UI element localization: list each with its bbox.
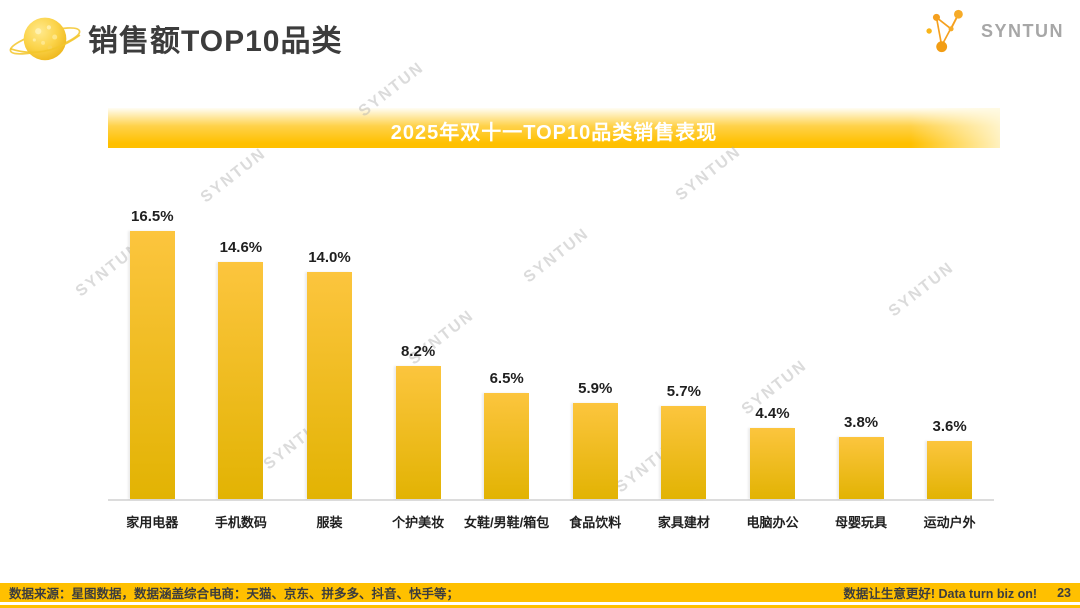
bar [838, 437, 884, 499]
bar [661, 406, 707, 499]
bar-column: 14.6% [197, 239, 286, 499]
bar-category-label: 电脑办公 [746, 515, 799, 530]
syntun-logo-text: SYNTUN [980, 20, 1064, 41]
bar-category-label: 家具建材 [657, 515, 710, 530]
bar-column: 5.7% [640, 383, 729, 499]
bar [218, 262, 264, 499]
bar-column: 16.5% [108, 208, 197, 499]
bar-column: 14.0% [285, 249, 374, 499]
bar-value-label: 16.5% [131, 208, 174, 225]
footer-right: 数据让生意更好! Data turn biz on! 23 [843, 583, 1071, 602]
bar-category-label: 服装 [316, 515, 343, 530]
bar [129, 231, 175, 499]
bar-value-label: 8.2% [400, 343, 436, 360]
chart-title: 2025年双十一TOP10品类销售表现 [390, 121, 718, 144]
bar-value-label: 3.6% [932, 418, 967, 435]
bar-category-label: 母婴玩具 [835, 515, 888, 530]
bar-category-label: 家用电器 [126, 515, 179, 530]
bar-column: 8.2% [374, 343, 463, 499]
brand-logo: SYNTUN [923, 8, 1064, 54]
category-labels-row: 家用电器 手机数码 服装 个护美妆 女鞋/男鞋/箱包 食品饮料 家具建材 电脑办公 母婴玩具 运动… [108, 501, 994, 531]
syntun-logo-icon [926, 9, 963, 53]
footer-source-text: 数据来源：星图数据，数据涵盖综合电商：天猫、京东、拼多多、抖音、快手等； [9, 587, 460, 601]
bar [927, 441, 973, 499]
bar-column: 3.6% [905, 418, 994, 499]
bars-row: 16.5% 14.6% 14.0% 8.2% 6.5% 5.9% 5.7% 4.4% 3.8% 3… [108, 160, 994, 501]
bar-column: 6.5% [462, 370, 551, 499]
bar-chart: 16.5% 14.6% 14.0% 8.2% 6.5% 5.9% 5.7% 4.4% 3.8% 3… [108, 160, 994, 531]
bar-category-label: 个护美妆 [392, 515, 445, 530]
bar-value-label: 14.0% [308, 249, 351, 266]
bar [749, 428, 795, 499]
bar-column: 5.9% [551, 380, 640, 499]
bar-category-label: 运动户外 [923, 515, 976, 530]
bar-value-label: 5.7% [666, 383, 701, 400]
page-title: 销售额TOP10品类 [88, 25, 343, 58]
bar [395, 366, 441, 499]
chart-title-banner: 2025年双十一TOP10品类销售表现 [108, 108, 1000, 148]
bar-column: 4.4% [728, 405, 817, 499]
bar-value-label: 14.6% [219, 239, 263, 256]
bar-value-label: 4.4% [755, 405, 790, 422]
bar-category-label: 女鞋/男鞋/箱包 [464, 515, 550, 530]
bar [572, 403, 618, 499]
bar [484, 393, 530, 499]
bar-value-label: 3.8% [843, 414, 879, 431]
footer-bar: 数据来源：星图数据，数据涵盖综合电商：天猫、京东、拼多多、抖音、快手等； 数据让… [0, 583, 1080, 602]
bar-category-label: 手机数码 [214, 515, 267, 530]
bar-value-label: 6.5% [489, 370, 524, 387]
bar [306, 272, 352, 499]
planet-icon [9, 17, 81, 61]
bar-value-label: 5.9% [578, 380, 613, 397]
bar-category-label: 食品饮料 [569, 515, 622, 530]
footer-slogan: 数据让生意更好! Data turn biz on! [843, 587, 1038, 601]
page-number: 23 [1057, 585, 1071, 600]
footer-accent-strip [0, 605, 1080, 608]
bar-column: 3.8% [817, 414, 906, 499]
